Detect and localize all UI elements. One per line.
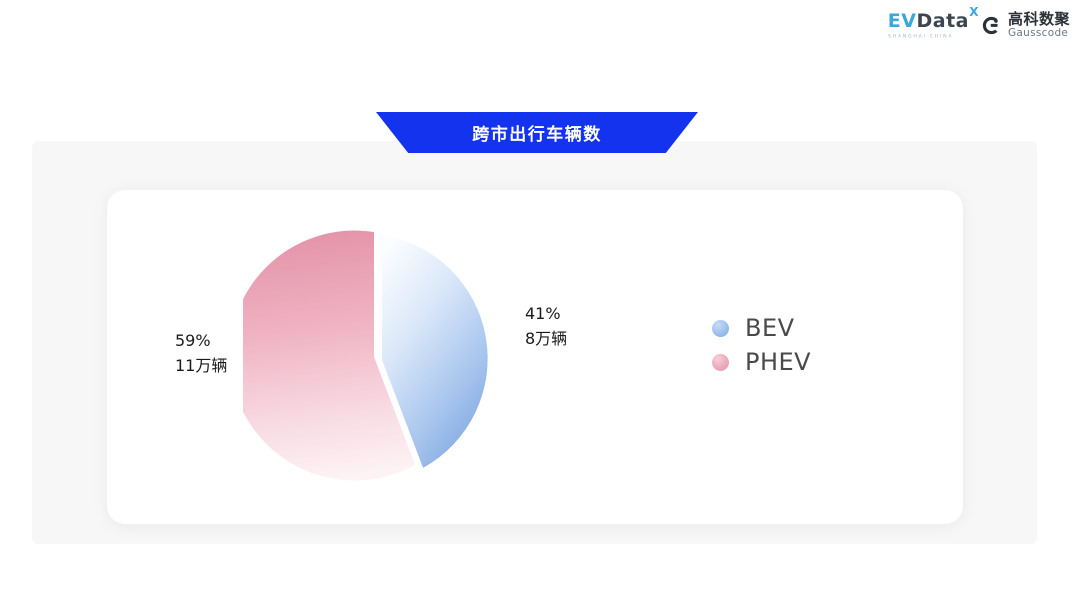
gausscode-cn-name: 高科数聚 [1007,10,1070,28]
gausscode-text: 高科数聚 Gausscode [1007,10,1070,39]
pie-label-bev-amount: 8万辆 [525,328,568,348]
legend-item-bev[interactable]: BEV [712,314,811,342]
legend-dot-phev-icon [712,353,729,371]
pie-chart-svg [243,230,488,481]
legend-dot-bev-icon [712,319,729,337]
pie-label-phev: 59% 11万辆 [175,329,227,379]
gausscode-g-mark-icon [982,16,998,35]
pie-label-phev-amount: 11万辆 [175,355,228,375]
chart-title-text: 跨市出行车辆数 [472,125,602,145]
chart-title-banner: 跨市出行车辆数 [376,112,698,153]
gausscode-en-name: Gausscode [1007,26,1069,39]
evdata-subtitle: SHANGHAI CHINA [887,33,954,39]
pie-slice-phev[interactable] [243,230,416,481]
evdata-suffix: Data [916,10,969,33]
chart-legend: BEV PHEV [712,314,811,376]
pie-chart-card: 41% 8万辆 59% 11万辆 BEV PHEV [107,190,963,524]
legend-label-phev: PHEV [745,348,812,376]
pie-label-bev-percent: 41% [525,304,561,323]
pie-chart-area: 41% 8万辆 59% 11万辆 BEV PHEV [107,190,963,524]
evdata-superscript-x-icon: X [969,5,979,20]
evdata-logo: EVData X SHANGHAI CHINA [887,6,979,39]
pie-slice-bev[interactable] [382,235,488,468]
pie-label-phev-percent: 59% [175,331,211,350]
legend-label-bev: BEV [745,314,795,342]
legend-item-phev[interactable]: PHEV [712,348,811,376]
evdata-wordmark: EVData X [887,6,979,33]
gausscode-logo: 高科数聚 Gausscode [981,10,1070,39]
pie-label-bev: 41% 8万辆 [525,302,567,352]
evdata-prefix: EV [887,10,917,33]
brand-bar: EVData X SHANGHAI CHINA 高科数聚 Gausscode [887,6,1070,39]
